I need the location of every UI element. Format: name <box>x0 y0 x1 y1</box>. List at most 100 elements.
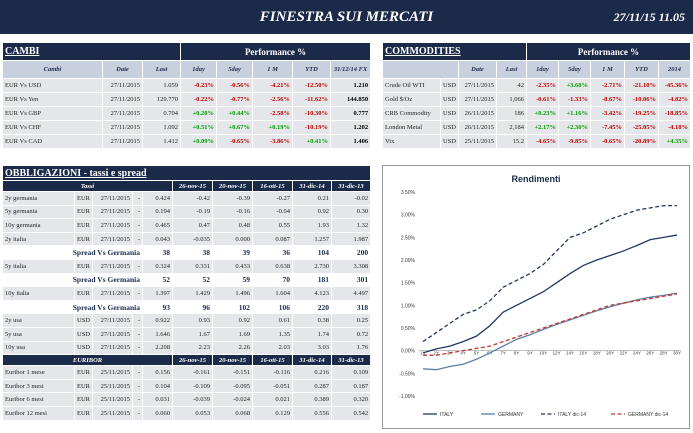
cell: EUR <box>74 365 93 380</box>
cell: Crude Oil WTI <box>382 78 441 93</box>
cell: 1.604 <box>252 286 293 301</box>
row: 10y italia EUR 27/11/2015-1.397 1.429 1.496 1… <box>2 286 372 301</box>
cell: 1.406 <box>330 134 372 149</box>
cell: 1.092 <box>141 120 182 135</box>
x-tick-label: 5Y <box>474 351 480 356</box>
cell: 27/11/2015 <box>102 92 143 107</box>
cell: 5day <box>216 60 254 79</box>
cell: -12.50% <box>292 78 332 93</box>
line <box>422 204 677 343</box>
cell: -0.61% <box>526 92 559 107</box>
cell: - <box>132 340 143 356</box>
cell: -0.65% <box>216 134 254 149</box>
legend-label: GERMANY <box>498 412 524 418</box>
cell: 1.987 <box>330 231 372 247</box>
row: Euribor 12 mesi EUR 25/11/2015-0.060 0.053 0… <box>2 405 372 421</box>
cell: EUR <box>74 258 93 274</box>
cell: 0.129 <box>252 405 293 421</box>
cell: -20.89% <box>624 134 659 149</box>
row: 5y usa USD 27/11/2015-1.646 1.67 1.69 1.35 1.7… <box>2 326 372 342</box>
cell: - <box>132 218 143 233</box>
cell: 59 <box>212 272 253 288</box>
cell: YTD <box>624 60 659 79</box>
cell: EUR <box>74 218 93 233</box>
cell: - <box>132 191 143 206</box>
cell: 96 <box>172 299 213 315</box>
cell: -0.151 <box>212 365 253 380</box>
row: Gold $/Oz USD 27/11/2015 1,066 -0.61% -1.33% -… <box>382 92 692 107</box>
cell: 2.208 <box>142 340 173 356</box>
cell: 1.69 <box>212 326 253 342</box>
row: EUR Vs GBP 27/11/2015 0.704 +0.20% +0.44% -2.… <box>2 106 372 121</box>
cell: 25/11/2015 <box>92 365 133 380</box>
cell: -2.71% <box>590 78 625 93</box>
x-tick-label: 12Y <box>553 351 561 356</box>
cell: EUR <box>74 191 93 206</box>
cell: -0.095 <box>212 378 253 394</box>
cell: EUR Vs CAD <box>2 134 103 149</box>
row: EUR Vs CHF 27/11/2015 1.092 +0.51% +0.67% +0.… <box>2 120 372 135</box>
cell: 2.03 <box>252 340 293 356</box>
cell: 0.556 <box>292 405 332 421</box>
cell: -19.25% <box>624 106 659 121</box>
cell: 1day <box>180 60 218 79</box>
cell: -0.27 <box>252 191 293 206</box>
cell: 27/11/2015 <box>458 92 497 107</box>
cell: -2.35% <box>526 78 559 93</box>
cell: -0.039 <box>172 392 213 407</box>
cell: 0.216 <box>292 365 332 380</box>
cell: -0.16 <box>212 204 253 220</box>
cell: 0.087 <box>252 231 293 247</box>
bonds-table: OBBLIGAZIONI - tassi e spread Tassi 26-nov… <box>1 165 372 421</box>
cell: 20-nov-15 <box>212 180 253 192</box>
cell: 15.2 <box>496 134 527 149</box>
cell: 0.060 <box>142 405 173 421</box>
row: Spread Vs Germania 52 52 59 70 181 301 <box>2 272 372 288</box>
cell: -0.02 <box>330 191 372 206</box>
cell: 36 <box>252 245 293 260</box>
cell: EUR <box>74 378 93 394</box>
cell: 0.48 <box>212 218 253 233</box>
cell: 1.397 <box>142 286 173 301</box>
header-bar: FINESTRA SUI MERCATI 27/11/15 11.05 <box>0 0 693 34</box>
y-tick-label: 0.50% <box>401 326 416 332</box>
cell: -10.19% <box>292 120 332 135</box>
row: COMMODITIES Performance % <box>382 42 692 61</box>
cell: 0.55 <box>252 218 293 233</box>
cell: 0.109 <box>330 365 372 380</box>
row: 10y usa USD 27/11/2015-2.208 2.23 2.26 2.03 3.… <box>2 340 372 356</box>
y-tick-label: -1.00% <box>399 394 415 400</box>
cell: USD <box>440 92 459 107</box>
cell: Euribor 12 mesi <box>2 405 75 421</box>
cell: +0.67% <box>216 120 254 135</box>
cell: 5y usa <box>2 326 75 342</box>
cell: -0.024 <box>212 392 253 407</box>
cell: 0.922 <box>142 313 173 328</box>
cell: USD <box>440 78 459 93</box>
cell: Date <box>102 60 143 79</box>
cell: 16-ott-15 <box>252 180 293 192</box>
cell: EUR Vs Yen <box>2 92 103 107</box>
cell: 25/11/2015 <box>458 134 497 149</box>
y-tick-label: 1.00% <box>401 303 416 309</box>
x-tick-label: 8Y <box>514 351 520 356</box>
cell: - <box>132 313 143 328</box>
cell: -7.45% <box>590 120 625 135</box>
row: Euribor 1 mese EUR 25/11/2015-0.156 -0.161-… <box>2 365 372 380</box>
cell: 1.646 <box>142 326 173 342</box>
cell: +2.30% <box>558 120 591 135</box>
cell: 31-dic-14 <box>292 180 332 192</box>
cell: -0.035 <box>172 231 213 247</box>
cell: - <box>132 392 143 407</box>
row: Cambi Date Last 1day 5day 1 M YTD 31/12/14 FX <box>2 60 372 79</box>
cell: 4.497 <box>330 286 372 301</box>
x-tick-label: 2Y <box>434 351 440 356</box>
cambi-table: CAMBI Performance % Cambi Date Last 1day 5day 1… <box>1 42 372 149</box>
cell: -0.42 <box>172 191 213 206</box>
cell: 27/11/2015 <box>92 340 133 356</box>
cell: 26/11/2015 <box>458 120 497 135</box>
cell: 0.777 <box>330 106 372 121</box>
legend-label: ITALY <box>440 412 454 418</box>
cell: 52 <box>142 272 173 288</box>
